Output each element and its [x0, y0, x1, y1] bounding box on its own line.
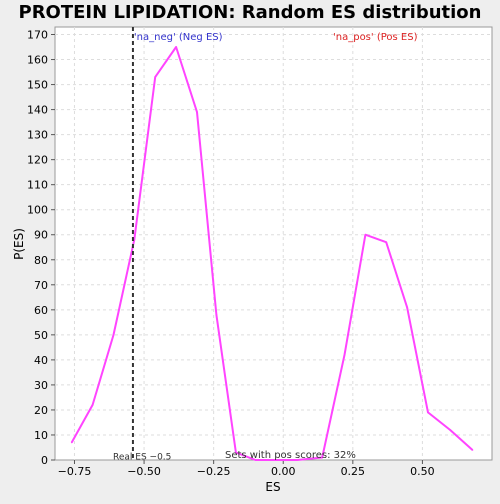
es-distribution-point — [235, 451, 237, 454]
es-distribution-point — [276, 459, 279, 461]
grid — [55, 27, 492, 460]
es-distribution-point — [112, 334, 115, 336]
y-tick-label: 90 — [34, 229, 48, 242]
y-tick-label: 170 — [27, 29, 48, 42]
y-tick-label: 40 — [34, 354, 48, 367]
y-tick-label: 130 — [27, 129, 48, 142]
pos-scores-label: Sets with pos scores: 32% — [225, 450, 356, 461]
es-distribution-point — [91, 404, 94, 406]
y-axis-label: P(ES) — [12, 228, 26, 260]
es-distribution-point — [321, 456, 324, 459]
y-tick-label: 0 — [41, 454, 48, 467]
es-distribution-point — [471, 449, 474, 451]
y-tick-label: 80 — [34, 254, 48, 267]
plot-background — [54, 26, 493, 461]
y-tick-label: 150 — [27, 79, 48, 92]
chart-title: PROTEIN LIPIDATION: Random ES distributi… — [19, 2, 482, 23]
annotations: 'na_neg' (Neg ES) 'na_pos' (Pos ES) Real E… — [113, 27, 418, 463]
es-distribution-point — [385, 241, 388, 244]
es-distribution-point — [364, 233, 367, 236]
es-distribution-point — [70, 441, 73, 444]
y-tick-label: 110 — [27, 179, 48, 192]
y-tick-label: 50 — [34, 329, 48, 342]
pos-es-label: 'na_pos' (Pos ES) — [333, 32, 418, 43]
y-tick-label: 140 — [27, 104, 48, 117]
y-tick-label: 70 — [34, 279, 48, 292]
x-tick-label: 0.25 — [341, 465, 366, 478]
y-tick-label: 30 — [34, 379, 48, 392]
x-tick-label: 0.00 — [271, 465, 296, 478]
real-es-label: Real ES −0.5 — [113, 453, 171, 463]
y-tick-label: 60 — [34, 304, 48, 317]
x-axis-label: ES — [265, 480, 280, 494]
axes: 0 10 20 30 40 50 60 70 80 90 100 110 120 130 140 150 160… — [27, 29, 435, 478]
es-distribution-point — [154, 76, 157, 78]
es-distribution-point — [427, 411, 429, 414]
es-distribution-point — [254, 459, 257, 461]
es-distribution-line — [70, 46, 474, 461]
series — [70, 46, 474, 461]
y-tick-label: 120 — [27, 154, 48, 167]
es-distribution-point — [215, 314, 218, 316]
x-tick-label: −0.50 — [127, 465, 161, 478]
y-tick-label: 20 — [34, 404, 48, 417]
es-distribution-point — [449, 429, 452, 431]
y-tick-label: 160 — [27, 54, 48, 67]
neg-es-label: 'na_neg' (Neg ES) — [134, 32, 223, 43]
es-distribution-point — [406, 306, 408, 309]
x-tick-label: 0.50 — [410, 465, 435, 478]
es-distribution-point — [175, 46, 177, 48]
x-tick-label: −0.75 — [58, 465, 92, 478]
y-tick-label: 100 — [27, 204, 48, 217]
es-distribution-point — [196, 111, 198, 113]
es-distribution-point — [343, 354, 346, 356]
y-tick-label: 10 — [34, 429, 48, 442]
es-distribution-point — [296, 459, 298, 461]
x-tick-label: −0.25 — [197, 465, 231, 478]
